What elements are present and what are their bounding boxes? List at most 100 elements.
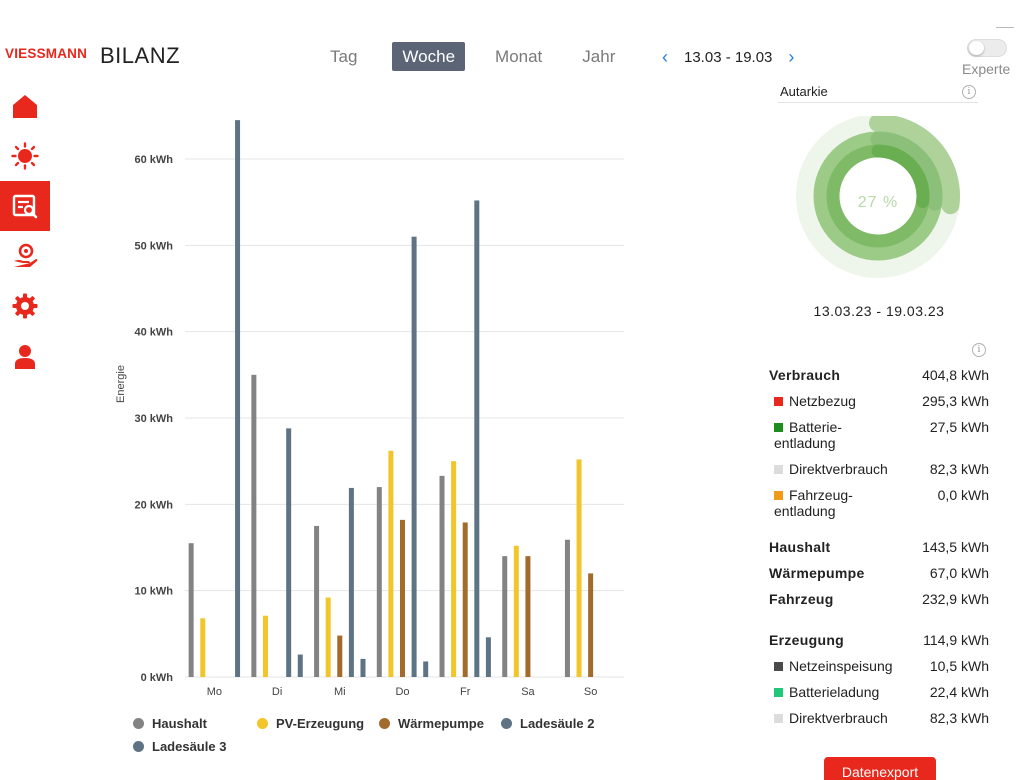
bar-w-rmepumpe xyxy=(588,573,594,677)
legend-square xyxy=(774,423,783,432)
summary-value: 143,5 kWh xyxy=(922,539,989,555)
bar-lades-ule-2 xyxy=(286,428,292,677)
autarkie-donut: 27 % xyxy=(795,114,965,286)
summary-value: 82,3 kWh xyxy=(929,461,989,477)
legend-label: Ladesäule 2 xyxy=(520,716,595,731)
hand-coin-icon xyxy=(14,243,38,267)
bar-lades-ule-3 xyxy=(360,658,366,677)
summary-label: Netzbezug xyxy=(774,393,894,409)
divider xyxy=(778,102,978,103)
legend-label: Haushalt xyxy=(152,716,207,731)
legend-dot xyxy=(501,718,512,729)
bar-haushalt xyxy=(376,487,382,677)
summary-label: Direktverbrauch xyxy=(774,710,894,726)
legend-square xyxy=(774,688,783,697)
autarkie-title: Autarkie xyxy=(780,84,828,99)
x-tick-label: Mo xyxy=(207,686,222,698)
bar-haushalt xyxy=(564,539,570,677)
summary-value: 404,8 kWh xyxy=(922,367,989,383)
house-icon xyxy=(13,95,37,118)
sidebar-item-profile[interactable] xyxy=(0,331,50,381)
legend-label: Wärmepumpe xyxy=(398,716,484,731)
summary-label: Fahrzeug-entladung xyxy=(774,487,853,519)
legend-item[interactable]: Ladesäule 2 xyxy=(501,716,594,731)
bar-haushalt xyxy=(314,525,320,677)
legend-square xyxy=(774,465,783,474)
legend-item[interactable]: Ladesäule 3 xyxy=(133,739,226,754)
ring-arc xyxy=(869,114,960,215)
bar-pv-erzeugung xyxy=(200,618,206,677)
bar-haushalt xyxy=(188,543,194,677)
summary-value: 22,4 kWh xyxy=(929,684,989,700)
gear-icon xyxy=(12,293,38,319)
bar-lades-ule-2 xyxy=(474,200,480,677)
bar-pv-erzeugung xyxy=(262,615,268,677)
legend-label: Ladesäule 3 xyxy=(152,739,227,754)
chevron-left-icon[interactable]: ‹ xyxy=(662,47,668,67)
bar-lades-ule-3 xyxy=(485,637,491,677)
bar-lades-ule-2 xyxy=(411,236,417,677)
legend-item[interactable]: PV-Erzeugung xyxy=(257,716,364,731)
legend-item[interactable]: Wärmepumpe xyxy=(379,716,484,731)
info-icon[interactable]: i xyxy=(962,85,976,99)
tab-jahr[interactable]: Jahr xyxy=(582,47,616,66)
bar-w-rmepumpe xyxy=(400,519,405,677)
ring-center xyxy=(841,159,915,233)
legend-item[interactable]: Haushalt xyxy=(133,716,207,731)
y-tick-label: 10 kWh xyxy=(134,586,173,598)
bar-lades-ule-2 xyxy=(348,487,354,677)
x-tick-label: So xyxy=(584,686,597,698)
bar-lades-ule-3 xyxy=(297,654,303,677)
legend-square xyxy=(774,662,783,671)
bar-w-rmepumpe xyxy=(525,556,531,677)
report-search-icon xyxy=(12,194,38,219)
legend-label: PV-Erzeugung xyxy=(276,716,365,731)
summary-value: 82,3 kWh xyxy=(929,710,989,726)
sidebar-item-energy[interactable] xyxy=(0,131,50,181)
bar-pv-erzeugung xyxy=(576,459,582,677)
chevron-right-icon[interactable]: › xyxy=(788,47,795,67)
user-icon xyxy=(15,345,35,369)
tab-woche[interactable]: Woche xyxy=(392,42,466,71)
energy-bar-chart: 0 kWh 10 kWh 20 kWh 30 kWh 40 kWh 50 kWh 60 kW… xyxy=(115,120,624,698)
sidebar-item-home[interactable] xyxy=(0,81,50,131)
summary-label: Batterieladung xyxy=(774,684,894,700)
autarkie-rings xyxy=(796,114,960,278)
period-tabs: Tag Woche Monat Jahr xyxy=(320,42,625,71)
bar-w-rmepumpe xyxy=(337,635,343,677)
summary-label: Fahrzeug xyxy=(769,591,834,607)
tab-monat[interactable]: Monat xyxy=(495,47,543,66)
bar-lades-ule-3 xyxy=(235,120,241,677)
date-navigation: ‹ 13.03 - 19.03 › xyxy=(662,48,794,66)
brand-logo: VIESSMANN xyxy=(5,46,88,61)
summary-value: 232,9 kWh xyxy=(922,591,989,607)
bar-pv-erzeugung xyxy=(451,461,457,677)
bar-pv-erzeugung xyxy=(388,450,394,677)
summary-label: Netzeinspeisung xyxy=(774,658,894,674)
summary-value: 0,0 kWh xyxy=(937,487,989,503)
autarkie-percent: 27 % xyxy=(857,194,899,211)
summary-label: Batterie-entladung xyxy=(774,419,842,451)
export-button[interactable]: Datenexport xyxy=(824,757,936,780)
legend-square xyxy=(774,491,783,500)
bar-haushalt xyxy=(439,475,445,677)
bar-haushalt xyxy=(251,374,257,677)
expert-toggle[interactable] xyxy=(967,39,1007,57)
sidebar-item-tariff[interactable] xyxy=(0,231,50,281)
x-tick-label: Sa xyxy=(521,686,535,698)
summary-value: 10,5 kWh xyxy=(929,658,989,674)
summary-value: 67,0 kWh xyxy=(929,565,989,581)
sidebar-item-bilanz[interactable] xyxy=(0,181,50,231)
sidebar-item-settings[interactable] xyxy=(0,281,50,331)
x-tick-label: Fr xyxy=(460,686,471,698)
sun-icon xyxy=(11,142,39,170)
info-icon[interactable]: i xyxy=(972,343,986,357)
y-tick-label: 40 kWh xyxy=(134,327,173,339)
tab-tag[interactable]: Tag xyxy=(330,47,358,66)
x-tick-label: Mi xyxy=(334,686,346,698)
ring-arc xyxy=(870,131,943,211)
toggle-knob xyxy=(969,41,984,55)
summary-label: Wärmepumpe xyxy=(769,565,865,581)
y-tick-label: 20 kWh xyxy=(134,499,173,511)
legend-dot xyxy=(379,718,390,729)
